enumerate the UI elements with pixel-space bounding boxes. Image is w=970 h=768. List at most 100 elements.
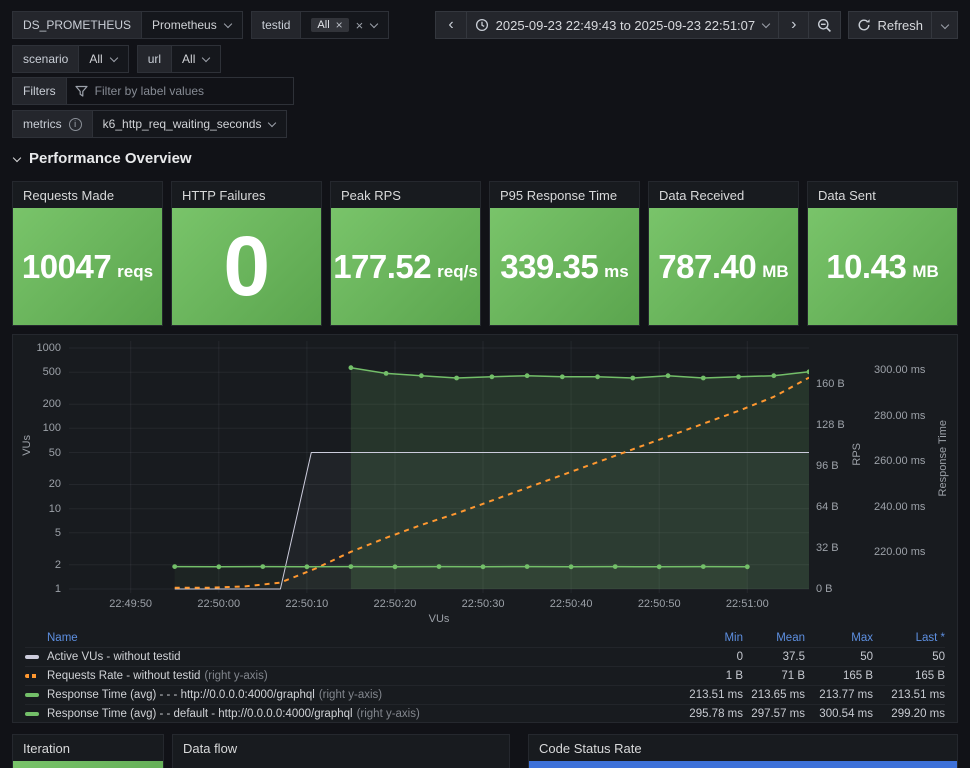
stat-value: 0	[223, 219, 270, 313]
stat-unit: MB	[762, 261, 789, 281]
metrics-picker[interactable]: k6_http_req_waiting_seconds	[91, 110, 288, 138]
stat-panel-title: Data Sent	[818, 187, 876, 203]
stat-value-area: 10047 reqs	[13, 208, 162, 325]
filter-input-box	[65, 77, 294, 105]
series-min: 0	[736, 651, 743, 663]
series-name[interactable]: Requests Rate - without testid (right y-a…	[25, 670, 683, 682]
data-flow-panel: Data flow	[172, 734, 510, 768]
legend-row[interactable]: Active VUs - without testid 0 37.5 50 50	[25, 647, 945, 666]
time-range-picker[interactable]: 2025-09-23 22:49:43 to 2025-09-23 22:51:…	[465, 11, 780, 39]
series-mean: 37.5	[782, 651, 805, 663]
stat-value-area: 787.40 MB	[649, 208, 798, 325]
stat-panel-data-received: Data Received 787.40 MB	[648, 181, 799, 326]
legend-col-last[interactable]: Last *	[915, 632, 945, 644]
metrics-variable: metrics i k6_http_req_waiting_seconds	[12, 110, 288, 138]
refresh-button[interactable]: Refresh	[848, 11, 932, 39]
timeseries-panel: VUs RPS Response Time VUs Name Min Mean …	[12, 334, 958, 723]
series-max: 165 B	[842, 670, 873, 682]
series-last: 299.20 ms	[891, 708, 945, 720]
datasource-label: DS_PROMETHEUS	[12, 11, 143, 39]
stat-value: 177.52	[333, 247, 432, 285]
series-name[interactable]: Response Time (avg) - - default - http:/…	[25, 708, 683, 720]
datasource-picker[interactable]: Prometheus	[141, 11, 243, 39]
y-tick-vus: 1000	[36, 342, 61, 354]
series-name[interactable]: Active VUs - without testid	[25, 651, 683, 663]
testid-picker[interactable]: All × ×	[300, 11, 390, 39]
time-back-button[interactable]: ‹	[435, 11, 467, 39]
legend-row[interactable]: Response Time (avg) - - - http://0.0.0.0…	[25, 685, 945, 704]
stat-panel-http-failures: HTTP Failures 0	[171, 181, 322, 326]
legend-row[interactable]: Response Time (avg) - - default - http:/…	[25, 704, 945, 722]
section-title: Performance Overview	[29, 150, 192, 167]
topbar-row-2: scenario All url All	[12, 45, 222, 73]
scenario-variable: scenario All	[12, 45, 129, 73]
stat-panel-title: P95 Response Time	[500, 187, 618, 203]
x-tick: 22:50:50	[637, 598, 681, 610]
refresh-interval-dropdown[interactable]	[931, 11, 958, 39]
chevron-down-icon	[268, 118, 277, 127]
url-picker[interactable]: All	[171, 45, 222, 73]
y-tick-ms: 260.00 ms	[874, 455, 926, 467]
legend-col-max[interactable]: Max	[851, 632, 873, 644]
zoom-out-button[interactable]	[808, 11, 842, 39]
time-forward-button[interactable]: ›	[778, 11, 810, 39]
stat-value-area: 339.35 ms	[490, 208, 639, 325]
y-tick-ms: 220.00 ms	[874, 546, 926, 558]
filters-control: Filters	[12, 77, 294, 105]
series-name[interactable]: Response Time (avg) - - - http://0.0.0.0…	[25, 689, 683, 701]
stat-panel-title: Requests Made	[23, 187, 115, 203]
section-performance-overview[interactable]: Performance Overview	[12, 150, 192, 167]
legend: Name Min Mean Max Last * Active VUs - wi…	[13, 629, 957, 722]
time-controls: ‹ 2025-09-23 22:49:43 to 2025-09-23 22:5…	[435, 11, 958, 39]
iteration-panel-title: Iteration	[23, 740, 70, 756]
series-mean: 297.57 ms	[751, 708, 805, 720]
y-tick-bytes: 0 B	[816, 583, 833, 595]
clear-all-icon[interactable]: ×	[355, 17, 364, 33]
stat-unit: MB	[912, 261, 939, 281]
series-swatch	[25, 693, 39, 697]
clock-icon	[475, 18, 488, 32]
y-tick-ms: 280.00 ms	[874, 409, 926, 422]
y-tick-bytes: 64 B	[816, 501, 839, 513]
stat-value-area: 10.43 MB	[808, 208, 957, 325]
topbar-row-3: Filters	[12, 77, 294, 105]
scenario-picker[interactable]: All	[78, 45, 129, 73]
stat-panel-requests-made: Requests Made 10047 reqs	[12, 181, 163, 326]
testid-label: testid	[250, 11, 302, 39]
series-last: 165 B	[914, 670, 945, 682]
stat-value: 787.40	[658, 247, 757, 285]
filter-input[interactable]	[94, 84, 285, 98]
legend-rows: Active VUs - without testid 0 37.5 50 50 Requ…	[25, 647, 945, 722]
legend-col-min[interactable]: Min	[724, 632, 743, 644]
testid-chip[interactable]: All ×	[311, 18, 349, 32]
iteration-stat-area	[13, 761, 163, 768]
data-flow-panel-title: Data flow	[183, 740, 238, 756]
legend-col-mean[interactable]: Mean	[776, 632, 805, 644]
series-mean: 213.65 ms	[751, 689, 805, 701]
scenario-label: scenario	[12, 45, 80, 73]
stat-panel-p95-response-time: P95 Response Time 339.35 ms	[489, 181, 640, 326]
chevron-down-icon	[761, 19, 771, 28]
url-variable: url All	[136, 45, 222, 73]
chevron-down-icon	[202, 53, 211, 62]
chevron-down-icon	[223, 19, 232, 28]
stat-unit: ms	[604, 261, 629, 281]
legend-row[interactable]: Requests Rate - without testid (right y-a…	[25, 666, 945, 685]
legend-col-name[interactable]: Name	[47, 632, 78, 644]
code-status-rate-panel-title: Code Status Rate	[539, 740, 642, 756]
y-tick-vus: 20	[48, 478, 61, 491]
metrics-label: metrics i	[12, 110, 93, 138]
y-tick-ms: 300.00 ms	[874, 364, 926, 376]
series-min: 1 B	[725, 670, 743, 682]
collapse-chevron-icon	[12, 153, 22, 162]
y-tick-bytes: 32 B	[816, 542, 839, 554]
y-tick-vus: 2	[54, 558, 61, 571]
timeseries-plot[interactable]	[69, 341, 809, 593]
series-max: 50	[860, 651, 873, 663]
stat-value: 10.43	[826, 247, 907, 285]
chip-close-icon[interactable]: ×	[335, 18, 343, 32]
series-max: 213.77 ms	[819, 689, 873, 701]
chevron-down-icon	[109, 53, 118, 62]
y-tick-bytes: 128 B	[816, 419, 845, 431]
stat-panel-title: Peak RPS	[341, 187, 401, 203]
